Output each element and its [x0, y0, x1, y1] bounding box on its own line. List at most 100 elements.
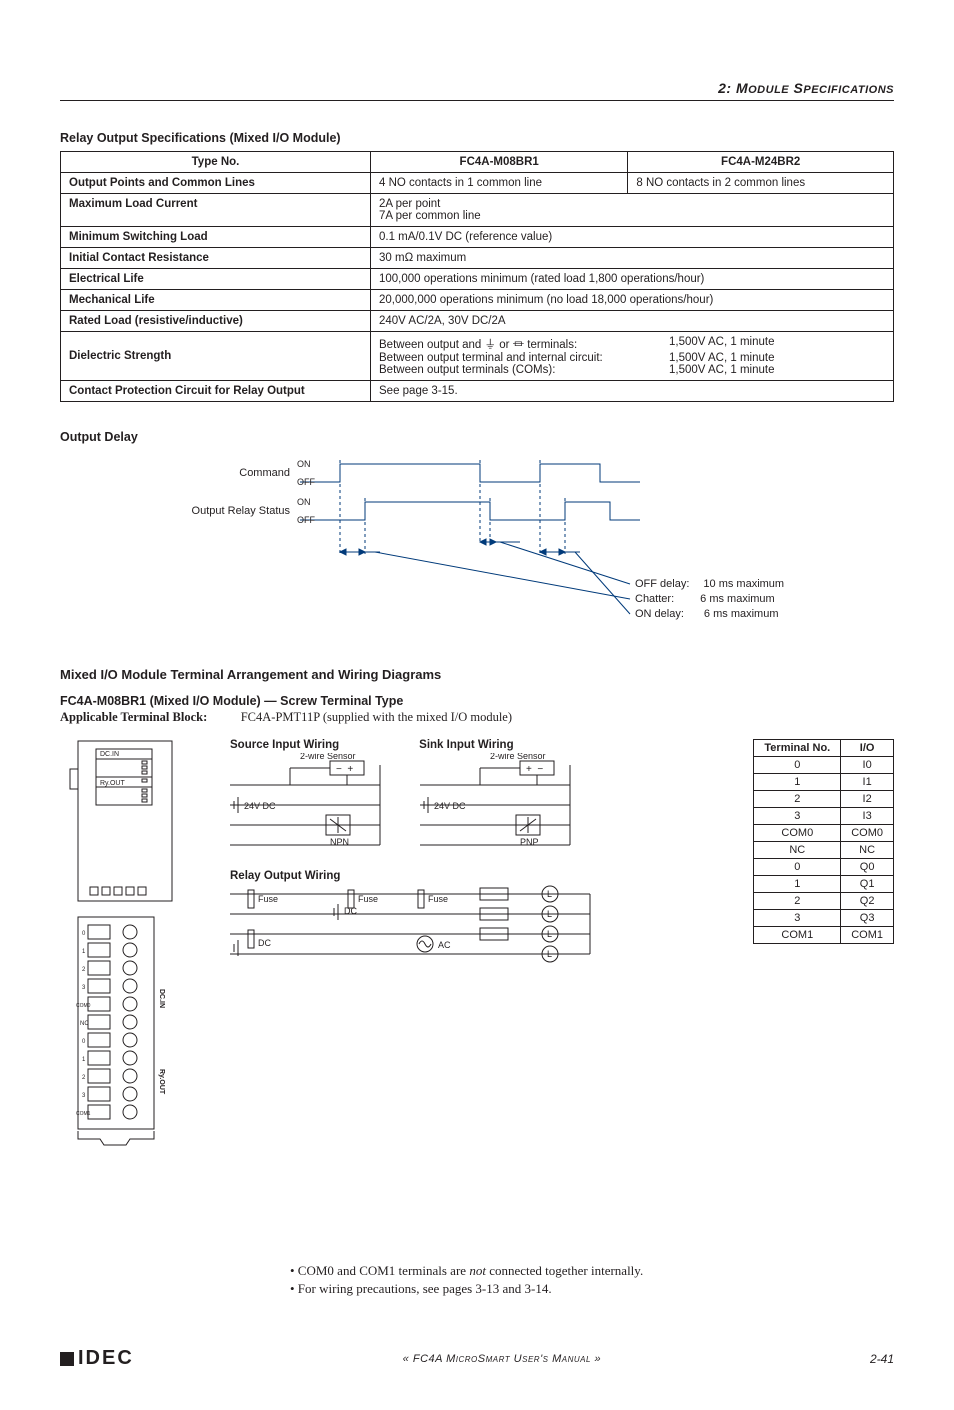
sensor-label-1: 2-wire Sensor	[300, 753, 356, 761]
delay-relay-label: Output Relay Status	[192, 505, 291, 517]
spec-r2-val-b: 7A per common line	[379, 210, 481, 222]
delay-diagram: Command Output Relay Status ON OFF ON OF…	[180, 454, 894, 627]
dc-1: DC	[344, 906, 357, 916]
spec-head-col1: FC4A-M08BR1	[371, 152, 628, 173]
spec-r5-val: 100,000 operations minimum (rated load 1…	[371, 269, 894, 290]
table-row: 0I0	[754, 757, 894, 774]
notes-block: • COM0 and COM1 terminals are not connec…	[290, 1262, 894, 1297]
source-head: Source Input Wiring	[230, 739, 339, 751]
wiring-sub-title: FC4A-M08BR1 (Mixed I/O Module) — Screw T…	[60, 694, 894, 708]
spec-r8-label: Dielectric Strength	[61, 332, 371, 381]
footer-center: « FC4A MicroSmart User's Manual »	[403, 1353, 601, 1365]
svg-text:2: 2	[82, 1075, 86, 1081]
delay-offd-lbl: OFF delay:	[635, 578, 689, 590]
load-head: Load	[538, 884, 558, 886]
spec-r1-c1: 4 NO contacts in 1 common line	[371, 173, 628, 194]
fuse-2: Fuse	[358, 894, 378, 904]
svg-text:Chatter:6 ms maximum: Chatter: 6 ms maximum	[635, 593, 775, 605]
note-1: • COM0 and COM1 terminals are not connec…	[290, 1262, 894, 1280]
module-illustration: DC.IN Ry.OUT DC.IN Ry.OUT 01 23 COM0NC 0…	[60, 739, 200, 1152]
delay-title: Output Delay	[60, 430, 894, 444]
svg-text:3: 3	[82, 1093, 86, 1099]
term-head-term: Terminal No.	[754, 740, 841, 757]
spec-r7-val: 240V AC/2A, 30V DC/2A	[371, 311, 894, 332]
delay-chat-lbl: Chatter:	[635, 593, 674, 605]
delay-cmd-label: Command	[239, 467, 290, 479]
note1-a: • COM0 and COM1 terminals are	[290, 1263, 469, 1278]
page-header: 2: MODULE SPECIFICATIONS	[60, 80, 894, 101]
spec-r8-l2b: 1,500V AC, 1 minute	[669, 352, 774, 364]
table-row: 2I2	[754, 791, 894, 808]
spec-r8-l2a: Between output terminal and internal cir…	[379, 352, 669, 364]
spec-r3-label: Minimum Switching Load	[61, 227, 371, 248]
note-2: • For wiring precautions, see pages 3-13…	[290, 1280, 894, 1298]
spec-r3-val: 0.1 mA/0.1V DC (reference value)	[371, 227, 894, 248]
spec-table-title: Relay Output Specifications (Mixed I/O M…	[60, 131, 894, 145]
fuse-1: Fuse	[258, 894, 278, 904]
delay-ond-lbl: ON delay:	[635, 608, 684, 620]
spec-r8-l1b: 1,500V AC, 1 minute	[669, 336, 774, 352]
svg-text:3: 3	[82, 985, 86, 991]
table-row: COM0COM0	[754, 825, 894, 842]
spec-r6-label: Mechanical Life	[61, 290, 371, 311]
spec-r4-val: 30 mΩ maximum	[371, 248, 894, 269]
applicable-lbl: Applicable Terminal Block:	[60, 710, 207, 724]
table-row: 3Q3	[754, 910, 894, 927]
svg-text:− +: − +	[336, 764, 353, 775]
spec-r6-val: 20,000,000 operations minimum (no load 1…	[371, 290, 894, 311]
delay-ond-val: 6 ms maximum	[704, 608, 779, 620]
spec-r8-val: Between output and ⏚ or ⏛ terminals:1,50…	[371, 332, 894, 381]
module-side-dcin: DC.IN	[158, 989, 165, 1008]
spec-r5-label: Electrical Life	[61, 269, 371, 290]
pnp-label: PNP	[520, 837, 539, 847]
fuse-3: Fuse	[428, 894, 448, 904]
spec-r9-val: See page 3-15.	[371, 381, 894, 402]
header-word2-cap: S	[794, 80, 804, 96]
delay-off2: OFF	[297, 515, 315, 525]
dc-2: DC	[258, 938, 271, 948]
fuse-head: Fuse	[485, 884, 505, 886]
svg-text:NC: NC	[80, 1021, 89, 1027]
table-row: 2Q2	[754, 893, 894, 910]
l2: L	[547, 909, 552, 919]
delay-chat-val: 6 ms maximum	[700, 593, 775, 605]
svg-text:1: 1	[82, 949, 86, 955]
ac-1: AC	[438, 940, 451, 950]
spec-r2-val: 2A per point 7A per common line	[371, 194, 894, 227]
terminal-table: Terminal No. I/O 0I0 1I1 2I2 3I3 COM0COM…	[753, 739, 894, 944]
spec-r4-label: Initial Contact Resistance	[61, 248, 371, 269]
spec-head-type: Type No.	[61, 152, 371, 173]
table-row: 1I1	[754, 774, 894, 791]
spec-head-col2: FC4A-M24BR2	[628, 152, 894, 173]
spec-r8-l1a: Between output and ⏚ or ⏛ terminals:	[379, 336, 669, 352]
svg-text:ON delay:6 ms maximum: ON delay: 6 ms maximum	[635, 608, 778, 620]
header-title: 2: MODULE SPECIFICATIONS	[718, 80, 894, 96]
svg-text:COM1: COM1	[76, 1111, 91, 1117]
sensor-label-2: 2-wire Sensor	[490, 753, 546, 761]
delay-off1: OFF	[297, 477, 315, 487]
spec-r9-label: Contact Protection Circuit for Relay Out…	[61, 381, 371, 402]
spec-r1-label: Output Points and Common Lines	[61, 173, 371, 194]
term-head-io: I/O	[841, 740, 894, 757]
svg-text:0: 0	[82, 1039, 86, 1045]
svg-text:OFF delay:10 ms maximum: OFF delay:10 ms maximum	[635, 578, 784, 590]
chapter-number: 2:	[718, 80, 731, 96]
spec-r2-label: Maximum Load Current	[61, 194, 371, 227]
relay-head: Relay Output Wiring	[230, 870, 723, 882]
table-row: 3I3	[754, 808, 894, 825]
note1-i: not	[469, 1263, 486, 1278]
module-dcin-label: DC.IN	[100, 751, 119, 758]
spec-r8-l3b: 1,500V AC, 1 minute	[669, 364, 774, 376]
table-row: 1Q1	[754, 876, 894, 893]
applicable-block: Applicable Terminal Block: FC4A-PMT11P (…	[60, 710, 894, 725]
v24-2: 24V DC	[434, 801, 466, 811]
header-word2-rest: PECIFICATIONS	[803, 84, 894, 96]
spec-table: Type No. FC4A-M08BR1 FC4A-M24BR2 Output …	[60, 151, 894, 402]
npn-label: NPN	[330, 837, 349, 847]
logo-square-icon	[60, 1352, 74, 1366]
delay-on2: ON	[297, 497, 311, 507]
module-ryout-label: Ry.OUT	[100, 780, 125, 787]
footer-page: 2-41	[870, 1352, 894, 1366]
header-word1-cap: M	[736, 80, 748, 96]
module-side-ryout: Ry.OUT	[158, 1069, 165, 1095]
